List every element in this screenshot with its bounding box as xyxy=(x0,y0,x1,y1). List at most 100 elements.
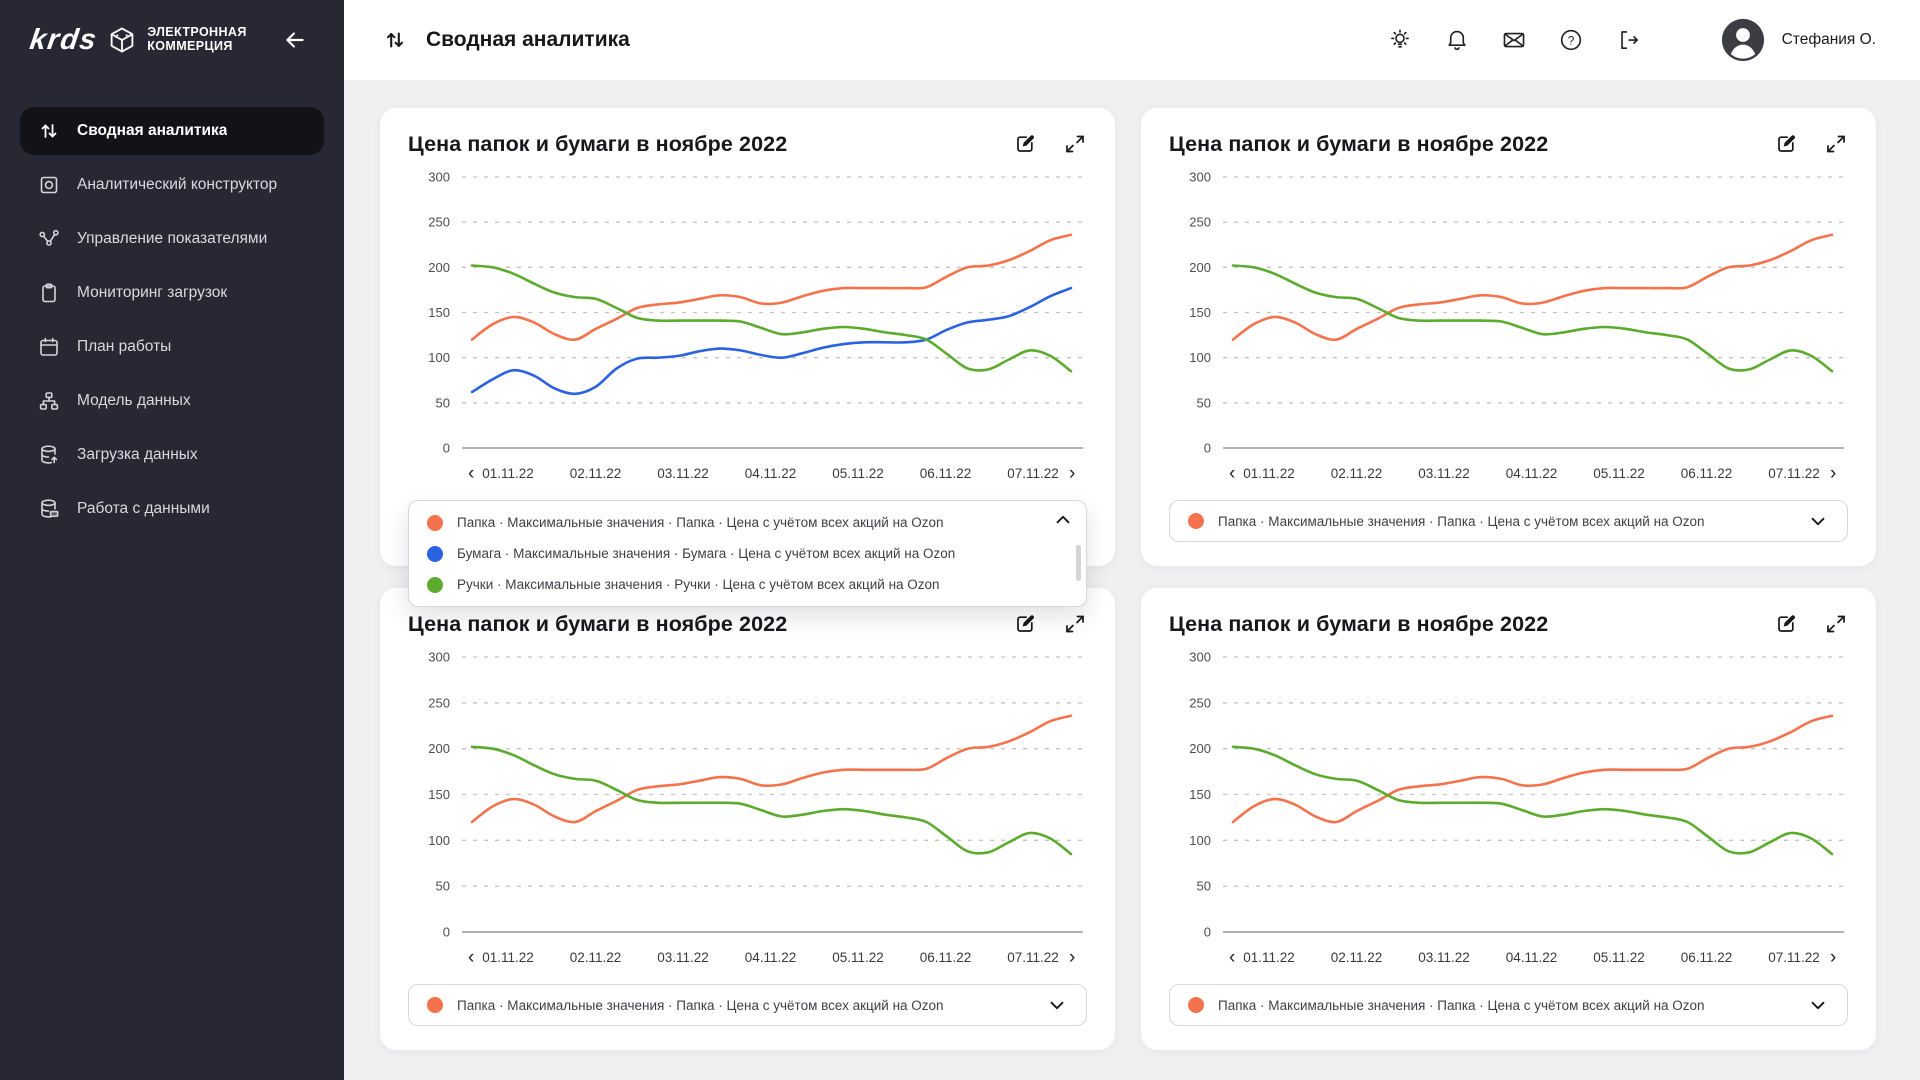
x-tick-label: 01.11.22 xyxy=(482,466,534,481)
topbar-actions: ? Стефания О. xyxy=(1387,17,1876,63)
user-menu[interactable]: Стефания О. xyxy=(1720,17,1876,63)
edit-icon xyxy=(1778,615,1795,632)
sidebar-item-label: Работа с данными xyxy=(77,500,210,517)
sidebar-item-summary-analytics[interactable]: Сводная аналитика xyxy=(20,107,324,155)
prev-period-icon[interactable]: ‹ xyxy=(1229,947,1235,968)
x-tick-label: 04.11.22 xyxy=(1506,950,1558,965)
x-tick-label: 04.11.22 xyxy=(1506,466,1558,481)
legend-dropdown[interactable]: Папка · Максимальные значения · Папка · … xyxy=(1169,500,1848,542)
bell-icon xyxy=(1447,30,1466,51)
edit-chart-button[interactable] xyxy=(1774,612,1798,636)
legend-label: Папка · Максимальные значения · Папка · … xyxy=(457,997,944,1013)
legend-label: Папка · Максимальные значения · Папка · … xyxy=(1218,997,1705,1013)
card-head: Цена папок и бумаги в ноябре 2022 xyxy=(408,132,1087,157)
sidebar-item-data-loading[interactable]: Загрузка данных xyxy=(20,431,324,479)
series-line-Ручки xyxy=(1231,745,1834,856)
sidebar-item-indicator-management[interactable]: Управление показателями xyxy=(20,215,324,263)
logo-krds-text: krds xyxy=(27,23,100,56)
collapse-sidebar-button[interactable] xyxy=(282,27,308,53)
chart-card: Цена папок и бумаги в ноябре 2022 xyxy=(380,588,1115,1050)
collapse-legend-button[interactable] xyxy=(1052,509,1074,531)
logout-button[interactable] xyxy=(1615,27,1641,53)
expand-chart-button[interactable] xyxy=(1063,612,1087,636)
chart-card: Цена папок и бумаги в ноябре 2022 xyxy=(1141,588,1876,1050)
card-actions xyxy=(1013,612,1087,636)
sidebar-item-label: Мониторинг загрузок xyxy=(77,284,228,301)
logo: krds ЭЛЕКТРОННАЯ КОММЕРЦИЯ xyxy=(27,23,247,57)
next-period-icon[interactable]: › xyxy=(1069,463,1075,484)
y-tick-label: 250 xyxy=(1189,695,1211,710)
next-period-icon[interactable]: › xyxy=(1069,947,1075,968)
messages-button[interactable] xyxy=(1501,27,1527,53)
chevron-up-icon xyxy=(1056,515,1070,524)
prev-period-icon[interactable]: ‹ xyxy=(468,947,474,968)
y-tick-label: 300 xyxy=(428,170,450,185)
legend-panel: Папка · Максимальные значения · Папка · … xyxy=(408,500,1087,607)
series-dot xyxy=(427,576,443,593)
y-tick-label: 100 xyxy=(1189,833,1211,848)
x-tick-label: 04.11.22 xyxy=(745,466,797,481)
legend-item[interactable]: Папка · Максимальные значения · Папка · … xyxy=(409,507,1086,538)
notifications-button[interactable] xyxy=(1444,27,1470,53)
sidebar-item-data-work[interactable]: SQL Работа с данными xyxy=(20,485,324,533)
sidebar-item-label: Сводная аналитика xyxy=(77,122,228,139)
prev-period-icon[interactable]: ‹ xyxy=(468,463,474,484)
expand-chart-button[interactable] xyxy=(1824,612,1848,636)
edit-icon xyxy=(1778,135,1795,152)
y-tick-label: 50 xyxy=(1197,879,1211,894)
legend-dropdown[interactable]: Папка · Максимальные значения · Папка · … xyxy=(1169,984,1848,1026)
card-actions xyxy=(1013,132,1087,156)
legend-label: Бумага · Максимальные значения · Бумага … xyxy=(457,546,956,561)
expand-icon xyxy=(1066,135,1084,153)
series-line-Папка xyxy=(470,233,1073,342)
legend-label: Папка · Максимальные значения · Папка · … xyxy=(1218,513,1705,529)
sidebar-item-work-plan[interactable]: План работы xyxy=(20,323,324,371)
page-title: Сводная аналитика xyxy=(426,28,630,51)
help-button[interactable]: ? xyxy=(1558,27,1584,53)
logo-caption: ЭЛЕКТРОННАЯ КОММЕРЦИЯ xyxy=(147,25,247,53)
expand-chart-button[interactable] xyxy=(1824,132,1848,156)
expand-chart-button[interactable] xyxy=(1063,132,1087,156)
legend-label: Ручки · Максимальные значения · Ручки · … xyxy=(457,577,940,592)
y-tick-label: 0 xyxy=(1204,925,1211,940)
x-tick-label: 04.11.22 xyxy=(745,950,797,965)
next-period-icon[interactable]: › xyxy=(1830,947,1836,968)
sidebar-item-data-model[interactable]: Модель данных xyxy=(20,377,324,425)
series-line-Папка xyxy=(470,714,1073,824)
series-dot xyxy=(1188,513,1204,529)
legend-dropdown[interactable]: Папка · Максимальные значения · Папка · … xyxy=(408,984,1087,1026)
edit-chart-button[interactable] xyxy=(1013,132,1037,156)
sidebar-item-label: Модель данных xyxy=(77,392,191,409)
x-tick-label: 05.11.22 xyxy=(1593,466,1645,481)
x-tick-label: 01.11.22 xyxy=(482,950,534,965)
y-tick-label: 300 xyxy=(1189,170,1211,185)
series-dot xyxy=(427,997,443,1013)
help-icon: ? xyxy=(1560,29,1581,51)
prev-period-icon[interactable]: ‹ xyxy=(1229,463,1235,484)
y-tick-label: 200 xyxy=(1189,260,1211,275)
lamp-button[interactable] xyxy=(1387,27,1413,53)
svg-text:?: ? xyxy=(1567,33,1574,47)
sidebar-item-analytic-constructor[interactable]: Аналитический конструктор xyxy=(20,161,324,209)
chart-title: Цена папок и бумаги в ноябре 2022 xyxy=(408,612,788,636)
edit-chart-button[interactable] xyxy=(1013,612,1037,636)
indicators-nodes-icon xyxy=(39,229,59,246)
chart-title: Цена папок и бумаги в ноябре 2022 xyxy=(1169,612,1549,636)
chart-card: Цена папок и бумаги в ноябре 2022 xyxy=(380,108,1115,607)
user-name: Стефания О. xyxy=(1781,31,1876,48)
page-title-group: Сводная аналитика xyxy=(382,27,630,53)
y-tick-label: 0 xyxy=(443,441,450,456)
expand-icon xyxy=(1827,135,1845,153)
next-period-icon[interactable]: › xyxy=(1830,463,1836,484)
sidebar-item-upload-monitoring[interactable]: Мониторинг загрузок xyxy=(20,269,324,317)
legend-item[interactable]: Бумага · Максимальные значения · Бумага … xyxy=(409,538,1086,569)
svg-text:SQL: SQL xyxy=(51,512,58,516)
x-tick-label: 07.11.22 xyxy=(1007,466,1059,481)
legend-scrollbar[interactable] xyxy=(1076,545,1081,581)
analytics-arrows-icon xyxy=(41,124,57,138)
series-dot xyxy=(1188,997,1204,1013)
x-tick-label: 06.11.22 xyxy=(920,950,972,965)
legend-item[interactable]: Ручки · Максимальные значения · Ручки · … xyxy=(409,569,1086,600)
edit-chart-button[interactable] xyxy=(1774,132,1798,156)
line-chart-svg: 0 50 100 150 200 250 300 01.11.22 02.11.22 03.11.… xyxy=(428,170,1083,484)
